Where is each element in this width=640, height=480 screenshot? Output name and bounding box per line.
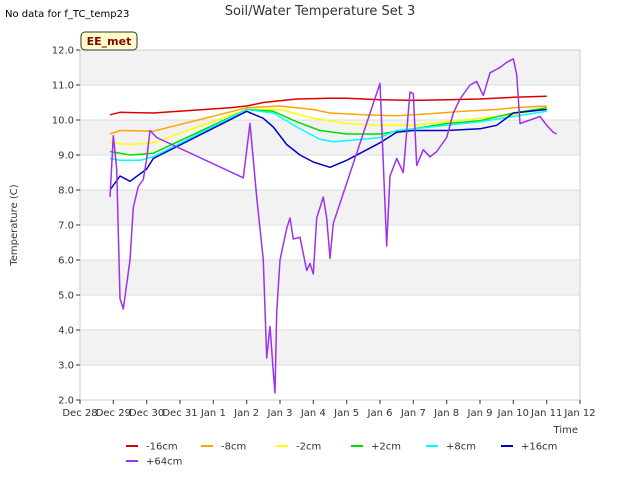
x-tick-label: Jan 9 — [467, 408, 493, 419]
x-tick-label: Jan 1 — [200, 408, 226, 419]
x-tick-label: Jan 2 — [233, 408, 259, 419]
x-tick-label: Jan 4 — [300, 408, 326, 419]
x-tick-label: Dec 29 — [96, 408, 131, 419]
y-tick-label: 5.0 — [58, 291, 74, 302]
grid-band — [80, 50, 580, 85]
x-tick-label: Jan 10 — [497, 408, 529, 419]
legend-label: +16cm — [521, 442, 557, 453]
y-axis-label: Temperature (C) — [9, 184, 20, 266]
no-data-note: No data for f_TC_temp23 — [5, 9, 129, 20]
x-tick-label: Dec 28 — [62, 408, 97, 419]
x-tick-label: Jan 7 — [400, 408, 426, 419]
x-tick-label: Jan 6 — [367, 408, 393, 419]
x-tick-label: Jan 3 — [267, 408, 293, 419]
series-line-+64cm — [109, 58, 558, 394]
series-line--2cm — [109, 107, 547, 146]
y-axis-ticks: 2.0 3.0 4.0 5.0 6.0 7.0 8.0 9.0 10.0 11.0 12.0 — [52, 46, 80, 407]
series-line-+16cm — [109, 108, 547, 191]
grid-band — [80, 260, 580, 295]
y-tick-label: 9.0 — [58, 151, 74, 162]
series-line--16cm — [109, 95, 547, 116]
grid-band — [80, 330, 580, 365]
x-tick-label: Dec 30 — [129, 408, 164, 419]
site-badge-label: EE_met — [87, 35, 132, 48]
x-tick-label: Jan 5 — [333, 408, 359, 419]
y-tick-label: 3.0 — [58, 361, 74, 372]
site-badge: EE_met — [80, 31, 138, 51]
x-tick-label: Jan 11 — [530, 408, 562, 419]
series-line--8cm — [109, 105, 547, 135]
legend-label: +64cm — [146, 457, 182, 468]
y-tick-label: 4.0 — [58, 326, 74, 337]
y-tick-label: 6.0 — [58, 256, 74, 267]
x-tick-label: Jan 12 — [563, 408, 595, 419]
grid-band — [80, 120, 580, 155]
legend-label: +8cm — [446, 442, 476, 453]
chart-title: Soil/Water Temperature Set 3 — [225, 4, 416, 19]
series-line-+2cm — [109, 107, 547, 156]
y-tick-label: 7.0 — [58, 221, 74, 232]
y-tick-label: 8.0 — [58, 186, 74, 197]
legend-label: +2cm — [371, 442, 401, 453]
legend-label: -16cm — [146, 442, 178, 453]
legend-label: -2cm — [296, 442, 321, 453]
legend: -16cm -8cm -2cm +2cm +8cm +16cm +64cm — [126, 442, 557, 468]
grid-band — [80, 190, 580, 225]
plot-area — [79, 49, 581, 401]
series-line-+8cm — [109, 108, 547, 162]
y-tick-label: 11.0 — [52, 81, 74, 92]
site-badge-box — [80, 31, 138, 51]
y-tick-label: 2.0 — [58, 396, 74, 407]
y-tick-label: 12.0 — [52, 46, 74, 57]
legend-label: -8cm — [221, 442, 246, 453]
x-axis-label: Time — [553, 425, 578, 436]
series-lines — [109, 58, 558, 394]
x-tick-label: Jan 8 — [433, 408, 459, 419]
y-tick-label: 10.0 — [52, 116, 74, 127]
x-tick-label: Dec 31 — [162, 408, 197, 419]
